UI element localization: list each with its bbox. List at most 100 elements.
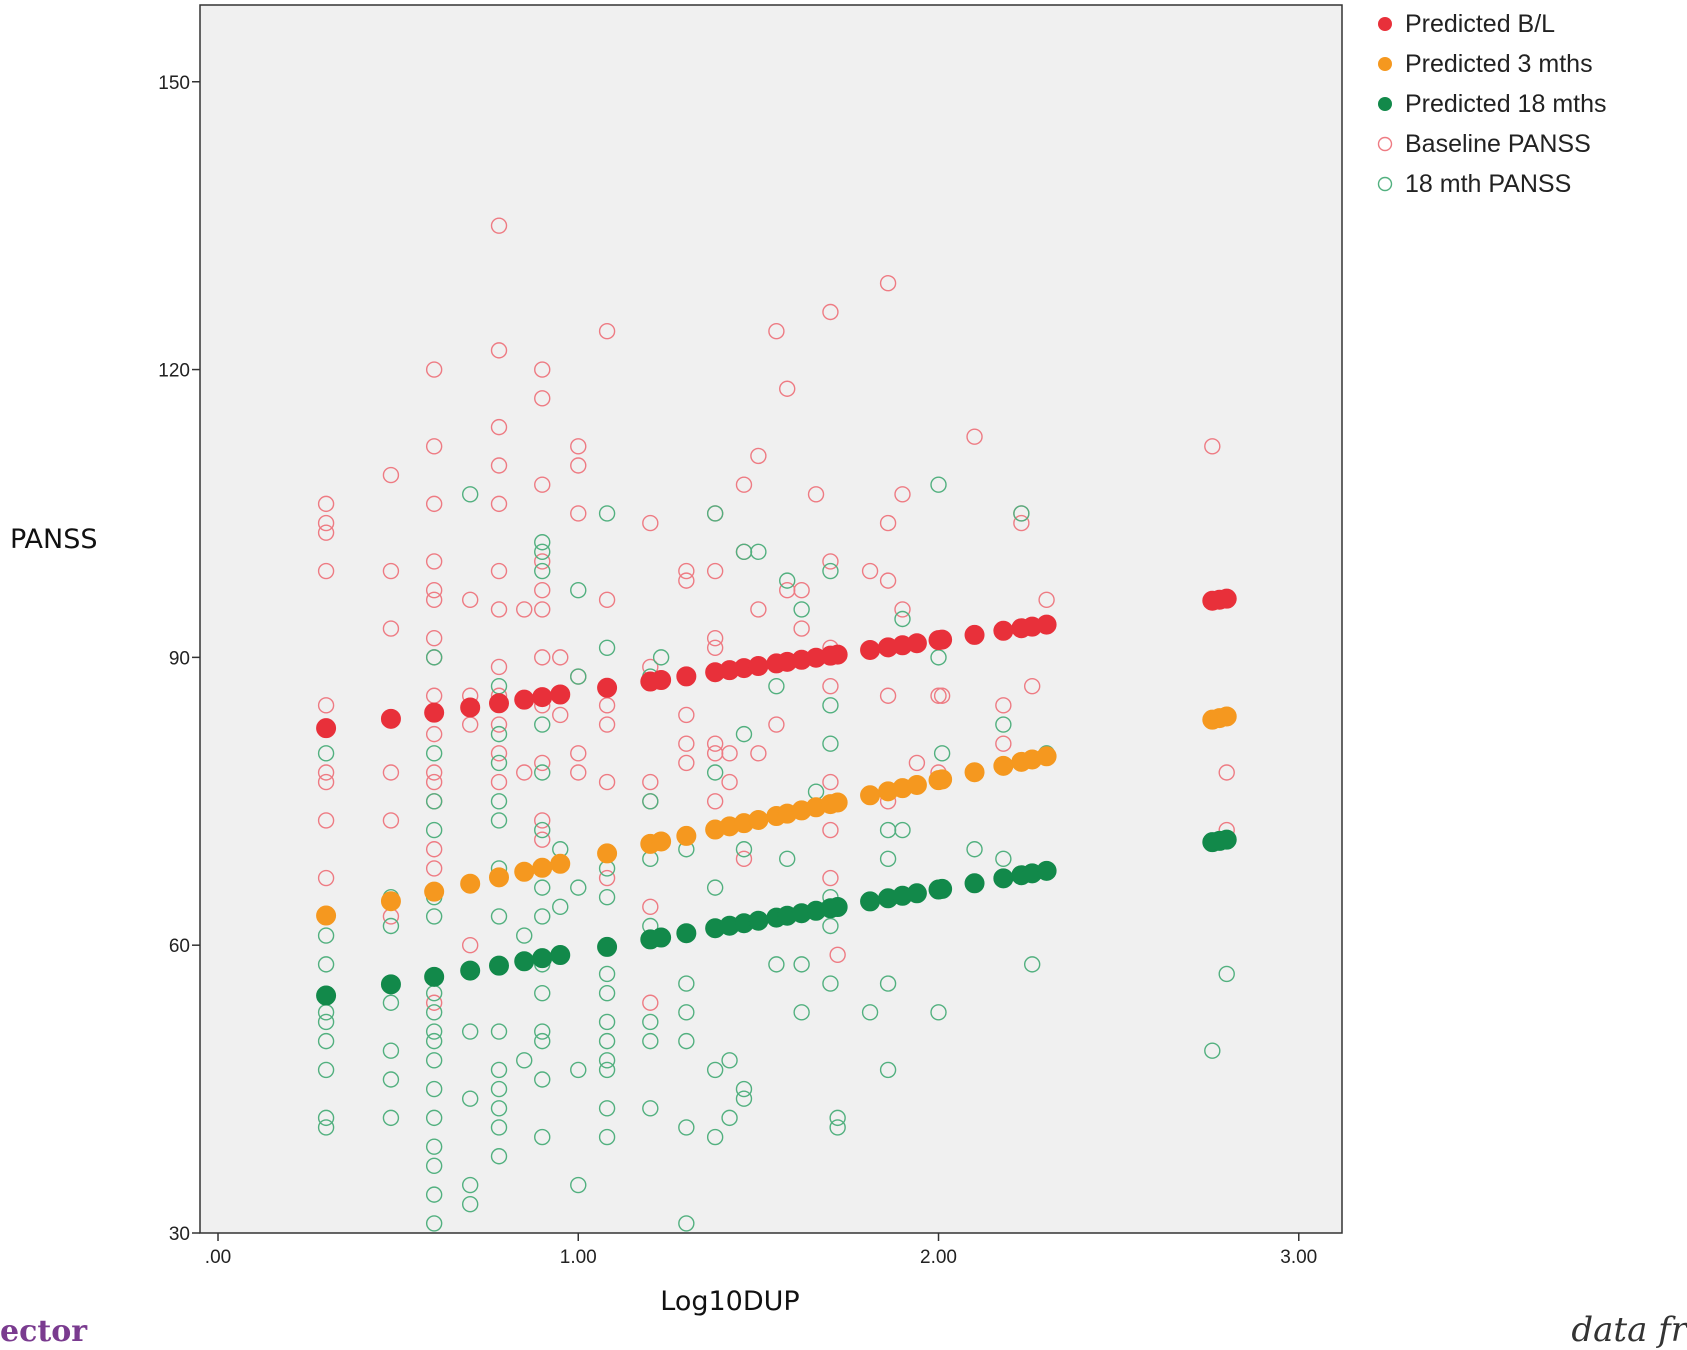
data-point xyxy=(678,975,695,992)
data-point xyxy=(552,706,569,724)
data-point xyxy=(1036,746,1057,767)
data-point xyxy=(534,601,551,618)
data-point xyxy=(425,725,443,743)
data-point xyxy=(425,841,443,858)
y-tick-label: 150 xyxy=(158,73,190,94)
data-point xyxy=(534,543,551,561)
data-point xyxy=(490,716,508,733)
data-point xyxy=(860,891,881,912)
data-point xyxy=(993,755,1014,776)
data-point xyxy=(966,841,983,858)
data-point xyxy=(598,697,616,714)
data-point xyxy=(678,735,695,752)
data-point xyxy=(642,1100,659,1117)
data-point xyxy=(642,514,659,532)
data-point xyxy=(316,985,337,1006)
data-point xyxy=(490,217,508,234)
data-point xyxy=(424,881,445,902)
data-point xyxy=(550,853,571,874)
data-point xyxy=(534,764,551,781)
data-point xyxy=(598,773,616,791)
data-point xyxy=(822,869,839,887)
data-point xyxy=(598,505,616,522)
data-point xyxy=(822,303,839,321)
data-point xyxy=(822,975,839,992)
data-point xyxy=(822,562,839,580)
data-point xyxy=(964,762,985,783)
data-point xyxy=(906,883,927,904)
data-point xyxy=(382,562,400,580)
data-point xyxy=(425,495,443,513)
data-point xyxy=(676,666,697,687)
data-point xyxy=(706,629,724,647)
data-point xyxy=(380,891,401,912)
data-point xyxy=(735,1080,753,1098)
data-point xyxy=(516,764,533,781)
data-point xyxy=(570,745,587,762)
data-point xyxy=(317,956,335,973)
data-point xyxy=(490,418,508,436)
data-point xyxy=(425,1052,443,1069)
data-point xyxy=(317,745,335,762)
data-point xyxy=(317,773,335,791)
legend-marker xyxy=(1378,57,1392,71)
data-point xyxy=(676,923,697,944)
data-point xyxy=(735,725,753,743)
x-tick-label: 1.00 xyxy=(560,1247,597,1268)
data-point xyxy=(489,867,510,888)
data-point xyxy=(425,1023,443,1040)
legend-marker xyxy=(1377,176,1393,192)
data-point xyxy=(317,869,335,887)
data-point xyxy=(514,861,535,882)
data-point xyxy=(827,644,848,665)
data-point xyxy=(490,812,508,829)
data-point xyxy=(425,1032,443,1050)
data-point xyxy=(425,1109,443,1127)
data-point xyxy=(534,1128,551,1146)
data-point xyxy=(651,927,672,948)
data-point xyxy=(793,620,810,637)
data-point xyxy=(598,1128,616,1146)
data-point xyxy=(652,649,670,666)
data-point xyxy=(735,841,753,858)
data-point xyxy=(382,764,400,781)
data-point xyxy=(461,1176,479,1194)
data-point xyxy=(748,910,769,931)
data-point xyxy=(532,857,553,878)
data-point xyxy=(425,591,443,609)
data-point xyxy=(380,708,401,729)
data-point xyxy=(534,1023,551,1040)
data-point xyxy=(930,687,947,704)
data-point xyxy=(534,821,551,839)
data-point xyxy=(706,1128,724,1146)
data-point xyxy=(425,764,443,781)
data-point xyxy=(461,1090,479,1107)
y-tick-label: 90 xyxy=(169,648,190,669)
data-point xyxy=(490,908,508,925)
data-point xyxy=(822,697,839,714)
y-tick-label: 30 xyxy=(169,1224,190,1245)
data-point xyxy=(651,669,672,690)
data-point xyxy=(1038,591,1055,609)
data-point xyxy=(651,831,672,852)
data-point xyxy=(425,582,443,599)
data-points xyxy=(316,217,1237,1232)
data-point xyxy=(490,562,508,580)
data-point xyxy=(534,984,551,1002)
data-point xyxy=(930,476,947,493)
data-point xyxy=(933,687,951,704)
data-point xyxy=(424,702,445,723)
data-point xyxy=(793,582,810,599)
legend-label: Predicted 18 mths xyxy=(1405,90,1607,118)
y-axis: 30 60 90 120 150 xyxy=(158,73,200,1245)
y-tick-label: 120 xyxy=(158,361,190,382)
data-point xyxy=(382,1109,400,1127)
data-point xyxy=(678,754,695,772)
data-point xyxy=(317,812,335,829)
data-point xyxy=(425,793,443,810)
data-point xyxy=(425,1215,443,1232)
data-point xyxy=(598,889,616,906)
data-point xyxy=(380,974,401,995)
data-point xyxy=(425,773,443,791)
